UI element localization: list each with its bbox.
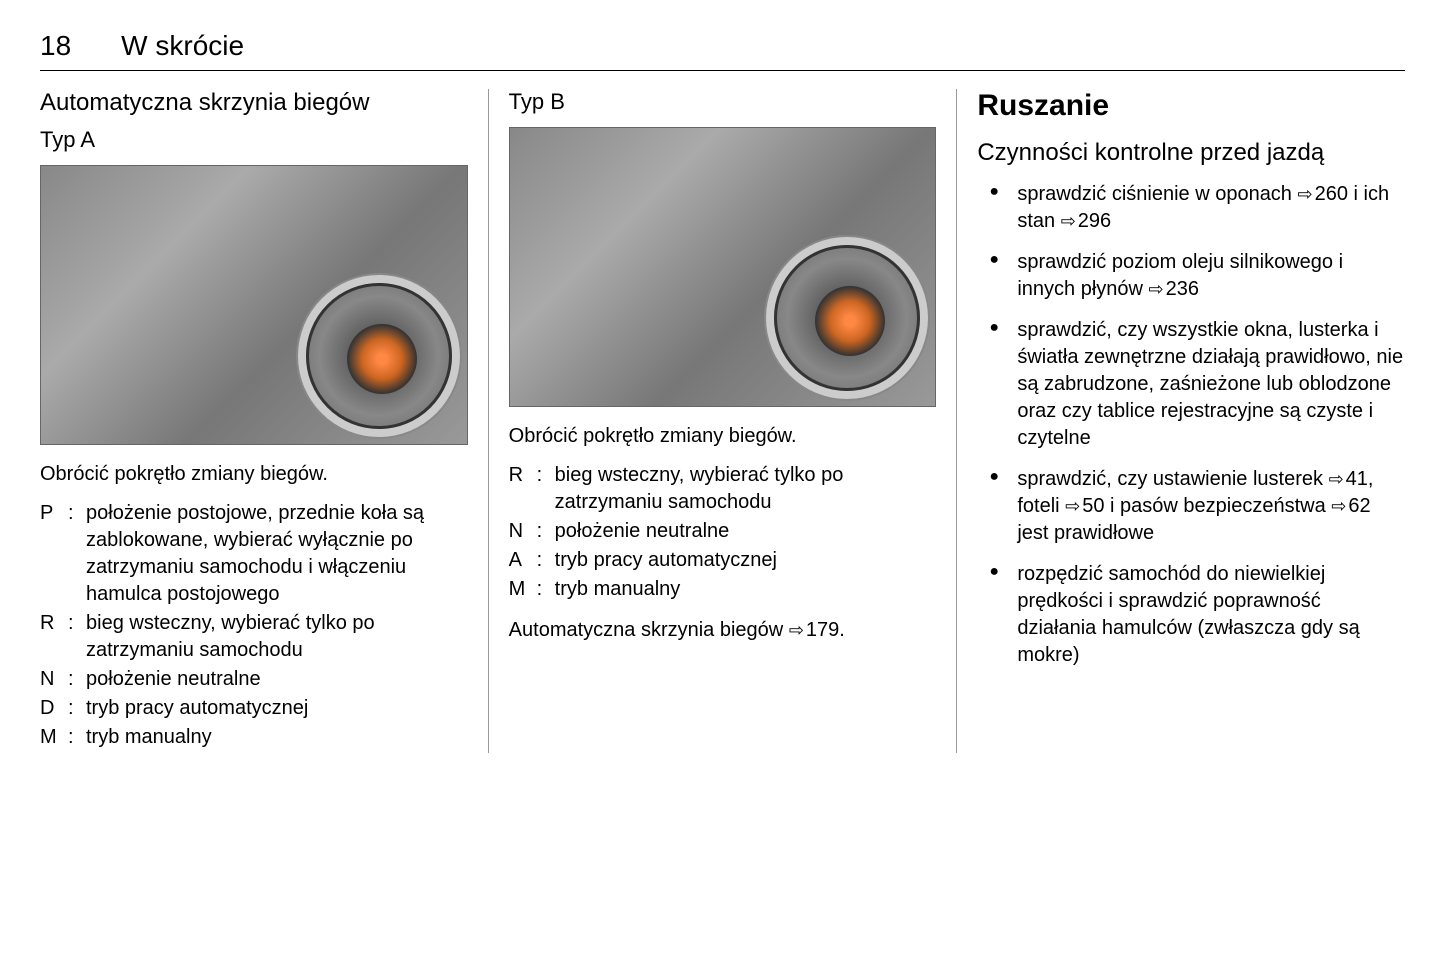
definition-row: M:tryb manualny xyxy=(509,576,937,603)
reference-icon xyxy=(1065,495,1082,517)
col2-caption: Obrócić pokrętło zmiany biegów. xyxy=(509,423,937,450)
definition-value: bieg wsteczny, wybierać tylko po zatrzym… xyxy=(86,610,468,664)
reference-icon xyxy=(789,619,806,641)
definition-row: R:bieg wsteczny, wybierać tylko po zatrz… xyxy=(509,462,937,516)
figure-type-a xyxy=(40,165,468,445)
col3-secondary-heading: Czynności kontrolne przed jazdą xyxy=(977,139,1405,167)
col2-definitions: R:bieg wsteczny, wybierać tylko po zatrz… xyxy=(509,462,937,603)
page-number: 18 xyxy=(40,30,71,62)
definition-key: M xyxy=(509,576,537,603)
definition-value: tryb pracy automatycznej xyxy=(555,547,937,574)
definition-row: N:położenie neutralne xyxy=(509,518,937,545)
reference-icon xyxy=(1061,210,1078,232)
definition-row: D:tryb pracy automatycznej xyxy=(40,695,468,722)
checklist-item: sprawdzić, czy ustawienie lusterek 41, f… xyxy=(977,466,1405,547)
definition-key: A xyxy=(509,547,537,574)
checklist-item: sprawdzić poziom oleju silnikowego i inn… xyxy=(977,249,1405,303)
definition-key: D xyxy=(40,695,68,722)
definition-key: P xyxy=(40,500,68,608)
definition-colon: : xyxy=(68,666,86,693)
definition-value: położenie postojowe, przednie koła są za… xyxy=(86,500,468,608)
col2-reference: Automatyczna skrzynia biegów 179. xyxy=(509,617,937,644)
definition-row: M:tryb manualny xyxy=(40,724,468,751)
col2-subheading: Typ B xyxy=(509,89,937,115)
definition-colon: : xyxy=(537,547,555,574)
definition-row: R:bieg wsteczny, wybierać tylko po zatrz… xyxy=(40,610,468,664)
column-2: Typ B Obrócić pokrętło zmiany biegów. R:… xyxy=(489,89,957,753)
checklist-item: sprawdzić, czy wszystkie okna, lusterka … xyxy=(977,317,1405,452)
definition-key: N xyxy=(40,666,68,693)
definition-colon: : xyxy=(537,462,555,516)
col1-caption: Obrócić pokrętło zmiany biegów. xyxy=(40,461,468,488)
definition-key: N xyxy=(509,518,537,545)
definition-key: M xyxy=(40,724,68,751)
definition-colon: : xyxy=(537,576,555,603)
checklist-item: rozpędzić samochód do niewielkiej prędko… xyxy=(977,561,1405,669)
col1-definitions: P:położenie postojowe, przednie koła są … xyxy=(40,500,468,751)
definition-value: tryb manualny xyxy=(555,576,937,603)
chapter-title: W skrócie xyxy=(121,30,244,62)
definition-row: A:tryb pracy automatycznej xyxy=(509,547,937,574)
definition-value: położenie neutralne xyxy=(555,518,937,545)
content-columns: Automatyczna skrzynia biegów Typ A Obróc… xyxy=(40,89,1405,753)
definition-value: tryb pracy automatycznej xyxy=(86,695,468,722)
col1-heading: Automatyczna skrzynia biegów xyxy=(40,89,468,117)
definition-key: R xyxy=(40,610,68,664)
reference-icon xyxy=(1329,468,1346,490)
definition-key: R xyxy=(509,462,537,516)
ref-prefix: Automatyczna skrzynia biegów xyxy=(509,619,784,641)
definition-row: P:położenie postojowe, przednie koła są … xyxy=(40,500,468,608)
definition-row: N:położenie neutralne xyxy=(40,666,468,693)
checklist-item: sprawdzić ciśnienie w oponach 260 i ich … xyxy=(977,181,1405,235)
definition-colon: : xyxy=(537,518,555,545)
definition-value: bieg wsteczny, wybierać tylko po zatrzym… xyxy=(555,462,937,516)
definition-colon: : xyxy=(68,610,86,664)
reference-icon xyxy=(1298,183,1315,205)
column-3: Ruszanie Czynności kontrolne przed jazdą… xyxy=(957,89,1405,753)
col3-main-heading: Ruszanie xyxy=(977,89,1405,123)
checklist: sprawdzić ciśnienie w oponach 260 i ich … xyxy=(977,181,1405,669)
definition-value: położenie neutralne xyxy=(86,666,468,693)
reference-icon xyxy=(1331,495,1348,517)
definition-colon: : xyxy=(68,695,86,722)
definition-colon: : xyxy=(68,500,86,608)
column-1: Automatyczna skrzynia biegów Typ A Obróc… xyxy=(40,89,488,753)
page-header: 18 W skrócie xyxy=(40,30,1405,71)
ref-page: 179. xyxy=(806,619,845,641)
definition-value: tryb manualny xyxy=(86,724,468,751)
definition-colon: : xyxy=(68,724,86,751)
reference-icon xyxy=(1149,278,1166,300)
figure-type-b xyxy=(509,127,937,407)
col1-subheading: Typ A xyxy=(40,127,468,153)
